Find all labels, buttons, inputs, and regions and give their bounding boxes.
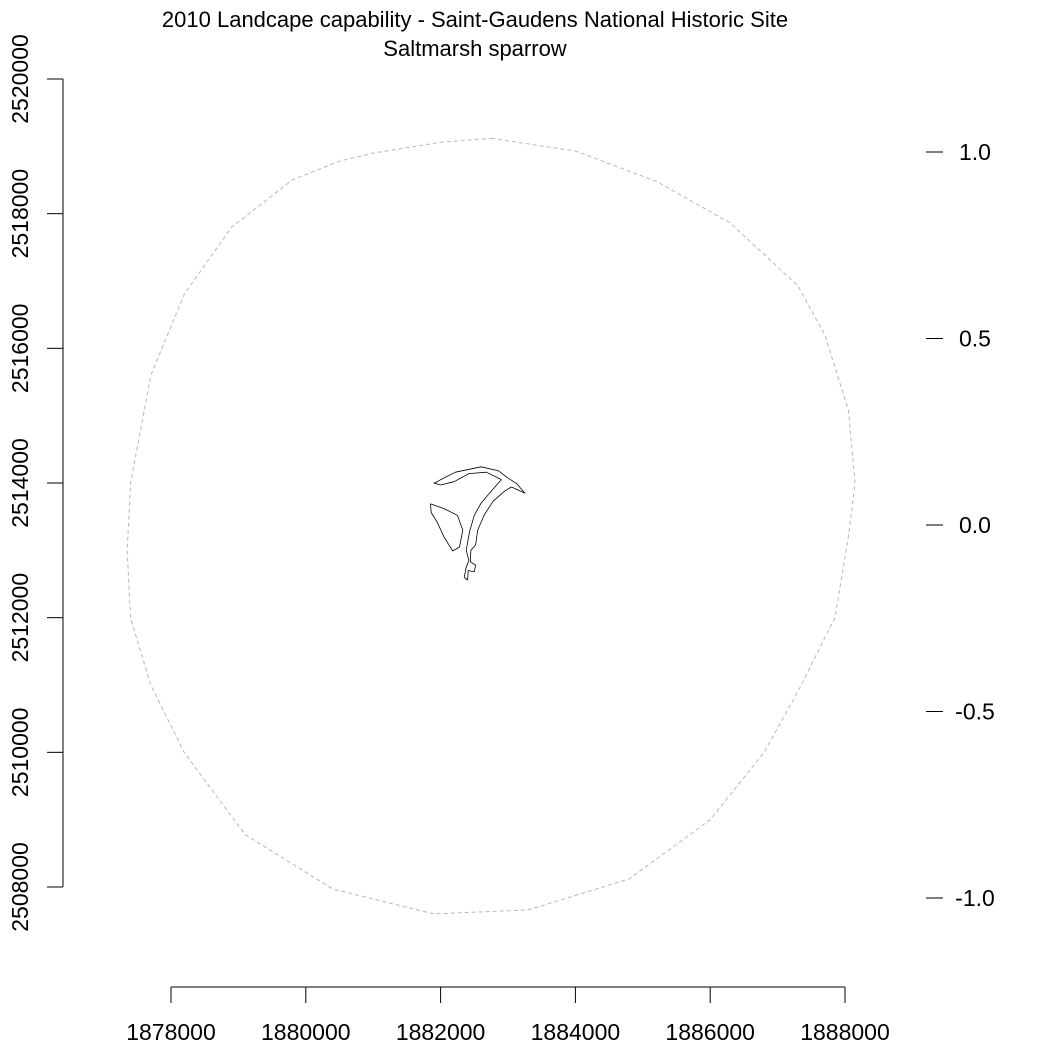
legend-tick-label-0: 1.0 (959, 139, 991, 165)
legend-tick-label-2: 0.0 (959, 512, 991, 538)
y-tick-label-3: 2514000 (7, 438, 33, 528)
y-tick-label-4: 2516000 (7, 304, 33, 394)
legend-tick-label-1: 0.5 (959, 326, 991, 352)
map-title: 2010 Landcape capability - Saint-Gaudens… (162, 7, 788, 32)
legend-scale: 1.0 0.5 0.0 -0.5 -1.0 (926, 139, 995, 911)
buffer-circle (126, 137, 856, 915)
x-tick-label-5: 1888000 (800, 1019, 890, 1045)
park-parcel-0 (433, 466, 526, 581)
x-tick-label-3: 1884000 (531, 1019, 621, 1045)
y-tick-label-1: 2510000 (7, 708, 33, 798)
legend-tick-label-4: -1.0 (955, 885, 995, 911)
y-tick-label-6: 2520000 (7, 34, 33, 124)
y-tick-label-0: 2508000 (7, 842, 33, 932)
y-tick-label-2: 2512000 (7, 573, 33, 663)
x-tick-label-0: 1878000 (126, 1019, 216, 1045)
x-tick-label-2: 1882000 (396, 1019, 486, 1045)
map-subtitle: Saltmarsh sparrow (383, 36, 567, 61)
y-tick-label-5: 2518000 (7, 169, 33, 259)
x-tick-label-4: 1886000 (665, 1019, 755, 1045)
legend-tick-label-3: -0.5 (955, 699, 995, 725)
x-axis: 1878000 1880000 1882000 1884000 1886000 18880… (126, 986, 890, 1045)
x-tick-label-1: 1880000 (261, 1019, 351, 1045)
park-boundary (430, 466, 526, 581)
y-axis: 2508000 2510000 2512000 2514000 2516000 25180… (7, 34, 64, 932)
park-parcel-1 (430, 503, 464, 552)
